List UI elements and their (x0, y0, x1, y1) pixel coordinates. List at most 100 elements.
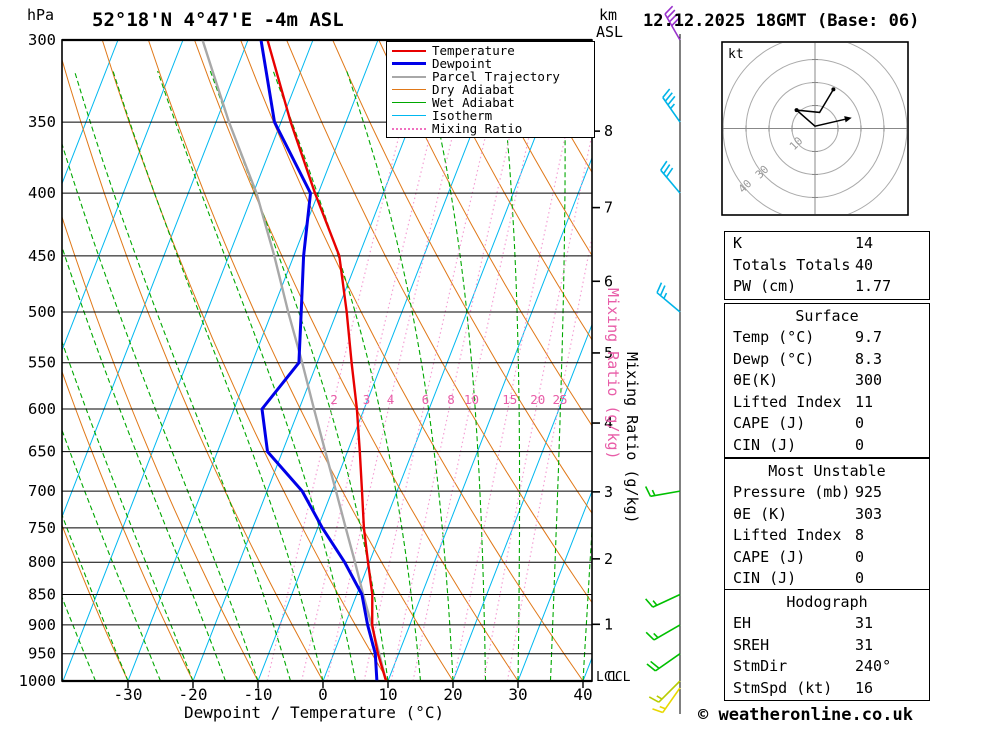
altitude-tick-label: 5 (604, 344, 613, 362)
x-axis-title: Dewpoint / Temperature (°C) (184, 703, 445, 722)
table-row: EH 31 (725, 613, 929, 635)
surface-table: Surface Temp (°C) 9.7 Dewp (°C) 8.3 θE(K) 300 L… (724, 303, 930, 458)
mixing-ratio-value-label: 4 (387, 392, 395, 407)
table-section-header: Surface (795, 307, 859, 325)
legend-line-swatch (392, 89, 426, 90)
legend-item: Isotherm (392, 109, 589, 122)
legend-item-label: Mixing Ratio (432, 121, 523, 136)
table-row-value: 300 (855, 371, 883, 389)
hodograph-arrowhead (844, 116, 852, 123)
wind-barb (660, 160, 681, 194)
table-row-label: EH (733, 614, 752, 632)
altitude-tick-label: 7 (604, 199, 613, 217)
table-row-value: 0 (855, 547, 865, 566)
altitude-tick-label: 8 (604, 122, 613, 140)
legend-item-label: Wet Adiabat (432, 95, 515, 110)
table-row-label: Dewp (°C) (733, 349, 815, 368)
table-row-label: θE(K) (733, 371, 779, 389)
pressure-tick-label: 750 (28, 519, 56, 537)
pressure-tick-label: 1000 (19, 672, 56, 690)
pressure-tick-label: 800 (28, 553, 56, 571)
wind-barb (645, 593, 681, 608)
hodograph-ring-label: 30 (753, 163, 772, 182)
table-row-label: StmDir (733, 657, 788, 675)
table-section-header: Most Unstable (768, 462, 886, 480)
altitude-tick-label: 4 (604, 414, 613, 432)
legend-item: Dry Adiabat (392, 83, 589, 96)
table-row: Pressure (mb) 925 (725, 482, 929, 504)
table-row-value: 303 (855, 504, 883, 523)
legend-line-swatch (392, 62, 426, 65)
chart-title: 52°18'N 4°47'E -4m ASL (92, 9, 344, 31)
pressure-tick-label: 350 (28, 113, 56, 131)
mixing-ratio-value-label: 10 (464, 392, 479, 407)
altitude-axis-unit-asl: ASL (596, 23, 624, 41)
mixing-ratio-value-label: 2 (330, 392, 338, 407)
temperature-tick-label: -10 (244, 685, 273, 704)
table-row-value: 31 (855, 635, 874, 654)
temperature-tick-label: 0 (318, 685, 328, 704)
altitude-tick-label: 1 (604, 615, 613, 633)
table-row-label: Pressure (mb) (733, 483, 851, 501)
table-row-label: CIN (J) (733, 569, 797, 587)
altitude-tick-label: 2 (604, 550, 613, 568)
table-row-value: 8 (855, 526, 865, 544)
table-row: StmDir 240° (725, 656, 929, 678)
table-row: SREH 31 (725, 635, 929, 657)
table-row-value: 9.7 (855, 328, 883, 346)
table-row: Lifted Index 8 (725, 525, 929, 547)
hodograph-table: Hodograph EH 31 SREH 31 StmDir 240° StmSpd (kt)… (724, 589, 930, 701)
table-row-label: CAPE (J) (733, 414, 806, 432)
legend-item-label: Temperature (432, 43, 515, 58)
legend-line-swatch (392, 115, 426, 116)
table-row-value: 240° (855, 657, 892, 675)
pressure-axis-labels: 300 350 400 450 500 550 600 650 700 750 800 850 900 9… (19, 31, 56, 690)
temperature-axis: -30 -20 -10 0 10 20 30 40 (114, 681, 593, 704)
pressure-tick-label: 450 (28, 247, 56, 265)
temperature-tick-label: 40 (573, 685, 592, 704)
wind-barb (644, 486, 681, 498)
table-row: CIN (J) 0 (725, 435, 929, 457)
mixing-ratio-value-label: 20 (530, 392, 545, 407)
wind-barb (652, 687, 681, 714)
indices-table: K 14 Totals Totals 40 PW (cm) 1.77 (724, 231, 930, 300)
plot-border (61, 39, 593, 682)
table-row-label: CAPE (J) (733, 547, 806, 566)
table-row: K 14 (725, 233, 929, 255)
temperature-tick-label: -20 (179, 685, 208, 704)
pressure-tick-label: 600 (28, 400, 56, 418)
temperature-curve (266, 40, 388, 681)
altitude-axis: 1 2 3 4 5 6 7 8 (592, 122, 613, 633)
pressure-tick-label: 950 (28, 645, 56, 663)
table-row-value: 925 (855, 483, 883, 501)
table-row: Temp (°C) 9.7 (725, 327, 929, 349)
legend-item: Dewpoint (392, 57, 589, 70)
table-row-label: θE (K) (733, 504, 788, 523)
altitude-axis-unit-km: km (599, 6, 618, 24)
table-section-header: Hodograph (786, 593, 868, 611)
legend-line-swatch (392, 49, 426, 52)
pressure-tick-label: 650 (28, 443, 56, 461)
pressure-tick-label: 500 (28, 303, 56, 321)
table-row-value: 0 (855, 569, 865, 587)
legend-item-label: Dry Adiabat (432, 82, 515, 97)
pressure-tick-label: 850 (28, 585, 56, 603)
table-row-label: CIN (J) (733, 435, 797, 454)
level-marker-label: LCL (596, 670, 620, 685)
wind-barb (646, 653, 681, 672)
table-row-label: StmSpd (kt) (733, 678, 833, 697)
table-row-label: Totals Totals (733, 255, 851, 274)
table-row-label: K (733, 234, 743, 252)
legend-line-swatch (392, 102, 426, 103)
table-row: StmSpd (kt) 16 (725, 678, 929, 700)
mixing-ratio-value-labels: 2 3 4 6 8 10 15 20 25 (330, 392, 567, 407)
wind-barb (648, 680, 681, 703)
pressure-tick-label: 400 (28, 184, 56, 202)
mixing-ratio-axis-label-pink: Mixing Ratio (g/kg) (604, 288, 622, 460)
hodograph-trace (794, 89, 846, 128)
table-row: θE(K) 300 (725, 370, 929, 392)
legend-item: Parcel Trajectory (392, 70, 589, 83)
temperature-tick-label: 10 (378, 685, 397, 704)
